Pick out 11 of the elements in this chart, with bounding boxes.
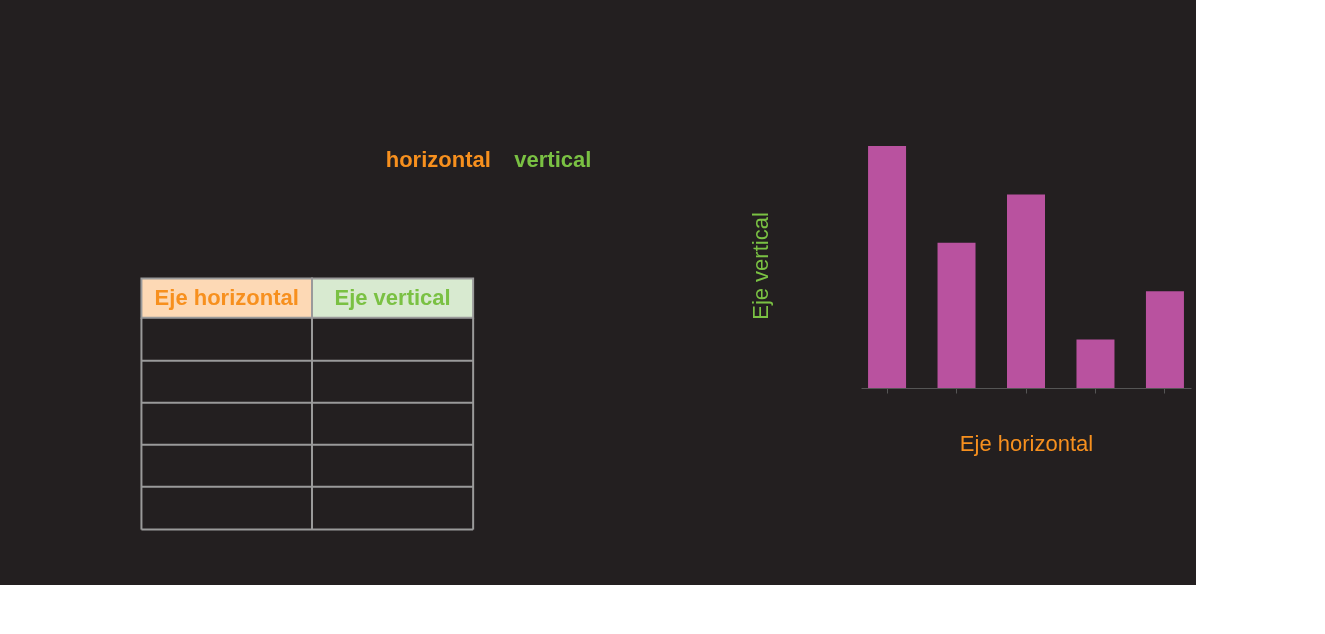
y-axis-title: Eje vertical	[748, 212, 773, 320]
bar	[1076, 339, 1115, 388]
text: horizontal	[385, 147, 491, 172]
bar	[937, 242, 976, 388]
bar	[1007, 194, 1045, 388]
text: vertical	[514, 147, 592, 172]
x-axis-title: Eje horizontal	[959, 430, 1094, 456]
bar	[868, 146, 907, 388]
text: Eje horizontal	[154, 285, 299, 311]
bar	[1145, 291, 1184, 388]
text: Eje vertical	[334, 285, 451, 311]
